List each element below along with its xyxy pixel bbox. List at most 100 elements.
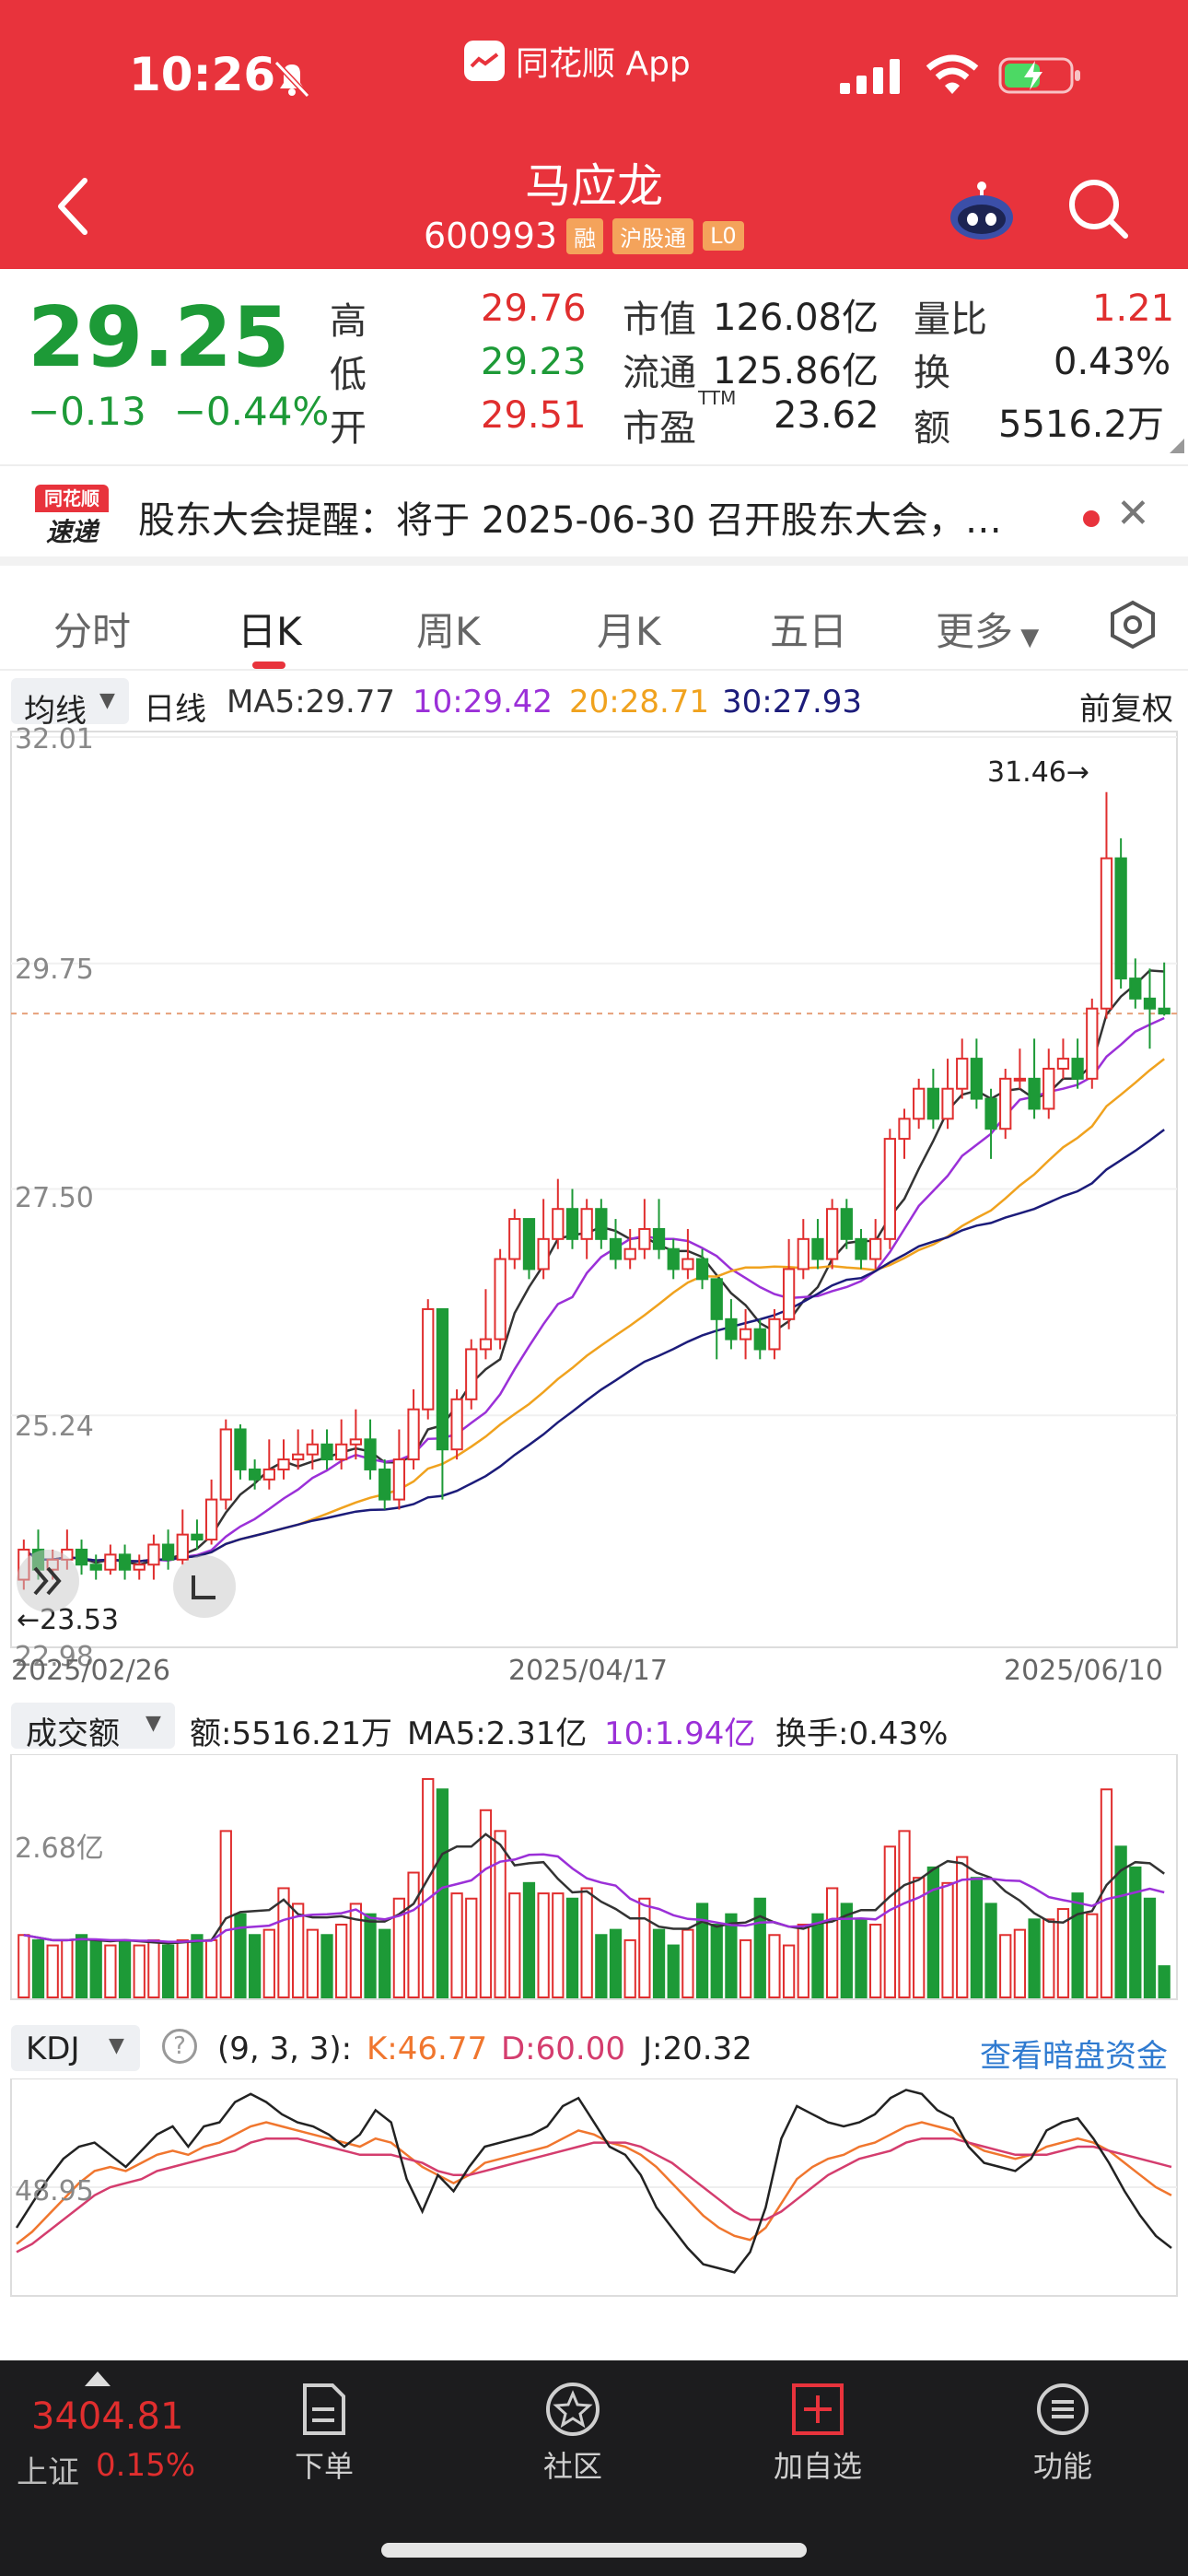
candle-up (999, 1077, 1012, 1130)
volume-bar (392, 1897, 406, 1998)
volume-chart[interactable]: 2.68亿 (0, 1754, 1188, 2003)
volume-bar (522, 1881, 536, 1998)
volume-bar (176, 1938, 189, 1999)
volume-bar (407, 1871, 420, 1998)
nav-order-label: 下单 (294, 2449, 354, 2484)
volume-amount: 额:5516.21万 (190, 1715, 393, 1752)
settings-hex-icon[interactable] (1107, 599, 1159, 650)
volume-bar (898, 1830, 911, 1998)
nav-functions[interactable]: 功能 (989, 2375, 1136, 2486)
notice-text: 股东大会提醒：将于 2025-06-30 召开股东大会，… (138, 499, 1002, 542)
volume-bar (609, 1928, 623, 1998)
candle-up (306, 1443, 319, 1456)
tab-daily-k[interactable]: 日K (238, 609, 302, 654)
candle-down (695, 1258, 709, 1281)
tab-monthly-k[interactable]: 月K (597, 609, 661, 654)
notice-banner[interactable]: 同花顺 速递 股东大会提醒：将于 2025-06-30 召开股东大会，… ✕ (0, 464, 1188, 566)
volume-bar (219, 1830, 232, 1998)
candle-down (1143, 997, 1157, 1010)
document-icon (250, 2375, 398, 2443)
candle-up (956, 1058, 969, 1090)
index-value[interactable]: 3404.81 (31, 2395, 184, 2438)
candle-down (1071, 1058, 1084, 1080)
amount-label: 额 (914, 407, 950, 450)
close-icon[interactable]: ✕ (1116, 490, 1150, 537)
candle-down (1158, 1007, 1171, 1015)
expand-corner-icon[interactable] (1170, 439, 1184, 453)
bottom-bar: 3404.81 上证 0.15% 下单 社区 加自选 功能 (0, 2360, 1188, 2576)
candle-down (1114, 857, 1127, 980)
ma-selector-label: 均线 (24, 693, 87, 730)
date-end: 2025/06/10 (1004, 1655, 1163, 1687)
candle-up (913, 1087, 926, 1120)
volume-bar (926, 1866, 940, 1998)
search-icon[interactable] (1066, 177, 1131, 241)
collapse-button[interactable] (17, 1550, 79, 1612)
kchart-max-label: 31.46→ (987, 756, 1089, 789)
stock-code-row: 600993 融 沪股通 L0 (424, 216, 744, 256)
volume-bar (436, 1788, 449, 1998)
candlestick-chart[interactable]: 32.01 29.75 27.50 25.24 22.98 31.46→ ←23… (0, 724, 1188, 1673)
help-icon[interactable]: ? (162, 2029, 197, 2064)
volume-selector-label: 成交额 (26, 1715, 120, 1752)
volume-bar (811, 1913, 824, 1998)
volume-bar (840, 1903, 853, 1998)
wifi-icon (926, 54, 979, 94)
caret-down-icon: ▼ (146, 1712, 161, 1735)
candle-up (147, 1543, 160, 1566)
app-return-pill[interactable]: 同花顺 App (464, 37, 691, 85)
volume-frame (10, 1754, 1178, 2000)
indicator-selector-button[interactable]: KDJ ▼ (11, 2025, 140, 2071)
candle-up (176, 1533, 189, 1561)
kchart-ytick: 22.98 (15, 1641, 94, 1673)
candle-up (508, 1218, 521, 1260)
nav-order[interactable]: 下单 (250, 2375, 398, 2486)
candle-up (681, 1258, 694, 1270)
nav-add-watchlist[interactable]: 加自选 (744, 2375, 891, 2486)
volume-bar (710, 1923, 723, 1999)
add-icon (744, 2375, 891, 2443)
candle-up (219, 1428, 232, 1501)
index-name: 上证 (17, 2454, 79, 2491)
ma20-line (23, 1058, 1165, 1563)
volume-selector-button[interactable]: 成交额 ▼ (11, 1703, 175, 1752)
back-icon[interactable] (55, 177, 92, 236)
turnover-value: 0.43% (1054, 341, 1171, 383)
fullscreen-button[interactable] (173, 1555, 236, 1618)
ma-selector-button[interactable]: 均线 ▼ (11, 678, 129, 730)
candle-down (1028, 1077, 1041, 1110)
nav-community[interactable]: 社区 (499, 2375, 646, 2486)
tab-intraday[interactable]: 分时 (53, 609, 132, 654)
candle-up (797, 1237, 809, 1270)
volume-bar (89, 1938, 102, 1999)
kdj-d: D:60.00 (501, 2031, 625, 2067)
volume-bar (1143, 1897, 1157, 1998)
header-bar: 10:26 同花顺 App 马应龙 600993 融 沪股通 L0 (0, 0, 1188, 269)
assistant-robot-icon[interactable] (947, 179, 1017, 243)
volume-bar (147, 1938, 160, 1999)
caret-down-icon: ▼ (1013, 624, 1040, 651)
dark-pool-link[interactable]: 查看暗盘资金 (980, 2038, 1168, 2075)
adjust-toggle[interactable]: 前复权 (1079, 691, 1173, 728)
tab-more[interactable]: 更多 ▼ (936, 601, 1039, 657)
candle-up (580, 1208, 593, 1240)
volume-bar (869, 1923, 882, 1999)
kdj-d-line (16, 2137, 1172, 2254)
active-tab-indicator (252, 662, 285, 669)
volume-ratio-label: 量比 (914, 299, 987, 341)
kchart-ytick: 32.01 (15, 724, 94, 755)
tab-weekly-k[interactable]: 周K (416, 609, 481, 654)
mcap-label: 市值 (623, 299, 696, 341)
candle-down (436, 1307, 449, 1451)
volume-bar (46, 1944, 59, 1998)
candle-up (941, 1087, 954, 1120)
kdj-chart[interactable]: 48.95 (0, 2078, 1188, 2300)
candle-up (883, 1138, 896, 1240)
volume-bar (1042, 1918, 1055, 1998)
volume-bar (537, 1892, 550, 1998)
period-label: 日线 (144, 691, 206, 728)
candle-up (1086, 1007, 1099, 1080)
tab-five-day[interactable]: 五日 (770, 609, 848, 654)
volume-bar (1158, 1965, 1171, 1998)
kchart-ytick: 25.24 (15, 1411, 94, 1443)
